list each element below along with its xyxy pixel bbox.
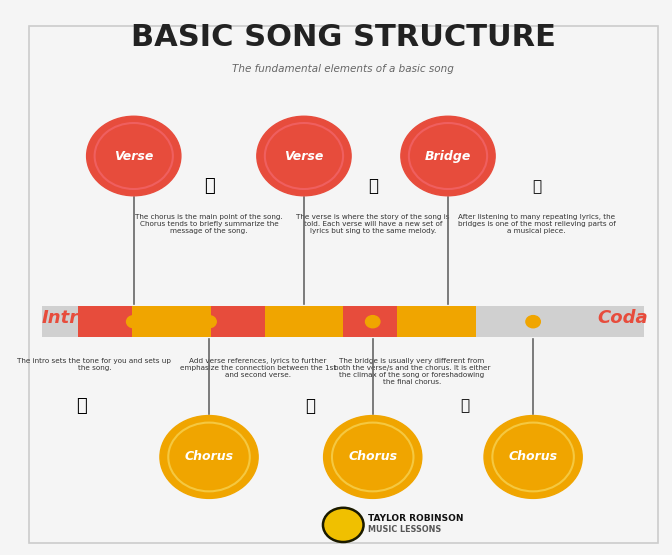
Circle shape [323,508,364,542]
Circle shape [484,416,582,498]
Text: The verse is where the story of the song is
told. Each verse will have a new set: The verse is where the story of the song… [296,214,450,234]
Circle shape [366,316,380,328]
Text: 📶: 📶 [532,179,541,194]
Text: 🤟: 🤟 [368,178,378,195]
Text: 🎵: 🎵 [306,397,316,415]
Circle shape [297,316,311,328]
Text: BASIC SONG STRUCTURE: BASIC SONG STRUCTURE [131,23,556,52]
Text: 🎤: 🎤 [204,178,214,195]
Text: 🎵: 🎵 [460,398,469,413]
FancyBboxPatch shape [132,306,211,337]
Circle shape [126,316,141,328]
Text: MUSIC LESSONS: MUSIC LESSONS [368,525,442,534]
Text: Bridge: Bridge [425,149,471,163]
Text: TAYLOR ROBINSON: TAYLOR ROBINSON [368,514,464,523]
FancyBboxPatch shape [78,306,132,337]
Text: The chorus is the main point of the song.
Chorus tends to briefly summarize the
: The chorus is the main point of the song… [135,214,283,234]
Text: Verse: Verse [284,149,324,163]
FancyBboxPatch shape [211,306,265,337]
Circle shape [87,116,181,196]
Text: 🎧: 🎧 [76,397,87,415]
FancyBboxPatch shape [42,306,78,337]
Text: The bridge is usually very different from
both the verse/s and the chorus. It is: The bridge is usually very different fro… [334,357,491,385]
Text: Chorus: Chorus [348,451,397,463]
Circle shape [160,416,258,498]
Circle shape [324,416,422,498]
Text: Chorus: Chorus [509,451,558,463]
Circle shape [401,116,495,196]
Text: Chorus: Chorus [185,451,234,463]
Text: The fundamental elements of a basic song: The fundamental elements of a basic song [233,64,454,74]
FancyBboxPatch shape [476,306,644,337]
Text: Intro: Intro [42,309,91,327]
FancyBboxPatch shape [343,306,397,337]
Circle shape [441,316,455,328]
FancyBboxPatch shape [397,306,476,337]
Circle shape [202,316,216,328]
Circle shape [526,316,540,328]
Text: Verse: Verse [114,149,153,163]
FancyBboxPatch shape [265,306,343,337]
Circle shape [257,116,351,196]
Text: Add verse references, lyrics to further
emphasize the connection between the 1st: Add verse references, lyrics to further … [180,357,336,377]
Text: After listening to many repeating lyrics, the
bridges is one of the most relievi: After listening to many repeating lyrics… [458,214,616,234]
Text: Coda: Coda [597,309,648,327]
Text: The intro sets the tone for you and sets up
the song.: The intro sets the tone for you and sets… [17,357,171,371]
